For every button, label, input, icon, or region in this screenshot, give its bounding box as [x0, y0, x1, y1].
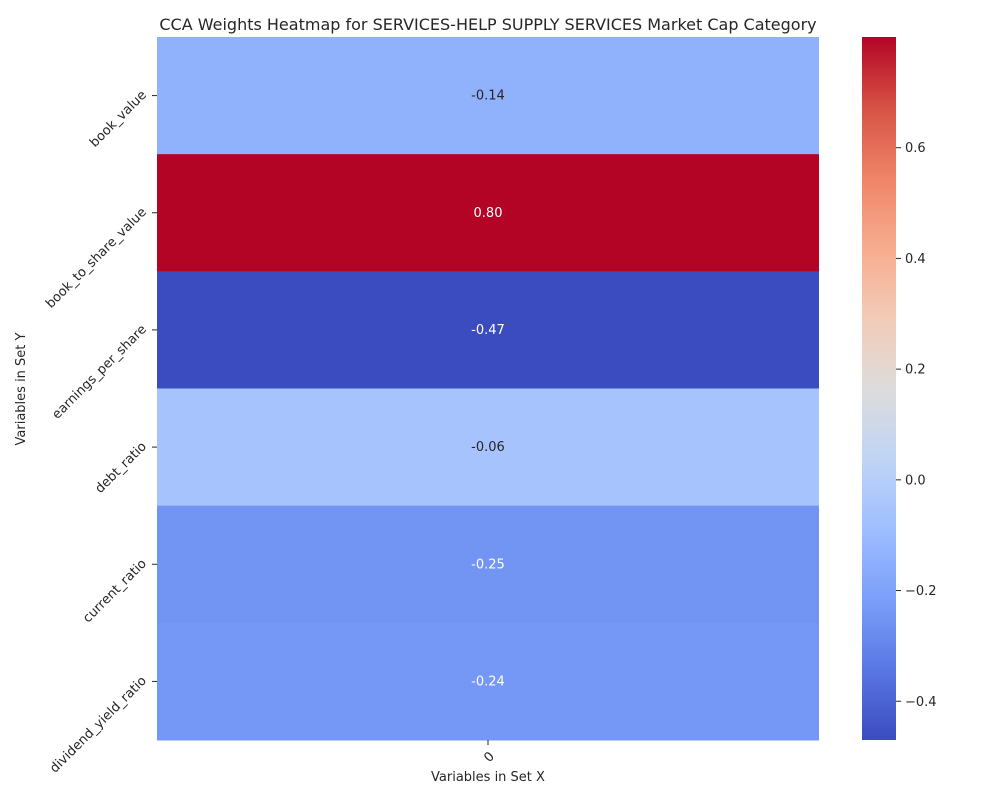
colorbar-tick-label: 0.2 [905, 363, 926, 378]
colorbar-tick-label: −0.4 [905, 695, 937, 710]
colorbar-tick-label: 0.4 [905, 252, 926, 267]
chart-title: CCA Weights Heatmap for SERVICES-HELP SU… [159, 15, 816, 34]
cell-value-label: -0.14 [471, 89, 505, 104]
heatmap-cell [157, 37, 819, 155]
cell-value-label: -0.24 [471, 674, 505, 689]
y-axis-ticks: book_value book_to_share_valueearnings_pe… [43, 88, 157, 776]
y-tick-label: book_to_share_value [43, 205, 150, 312]
cell-value-label: -0.25 [471, 557, 505, 572]
x-axis-ticks: 0 [481, 740, 498, 766]
y-tick-label: earnings_per_share [50, 322, 150, 422]
x-axis-label: Variables in Set X [431, 770, 545, 785]
y-tick-label: current_ratio [80, 556, 150, 626]
colorbar-tick-label: −0.2 [905, 584, 937, 599]
y-tick-label: dividend_yield_ratio [47, 674, 150, 777]
heatmap-cell [157, 271, 819, 389]
heatmap-cell [157, 505, 819, 624]
cell-value-label: 0.80 [474, 206, 503, 221]
heatmap-cell [157, 388, 819, 507]
cell-value-label: -0.47 [471, 323, 505, 338]
x-tick-label: 0 [481, 749, 497, 765]
colorbar-ticks: 0.6 0.4 0.2 0.0 −0.2 −0.4 [896, 141, 937, 710]
cell-value-label: -0.06 [471, 440, 505, 455]
heatmap-cell [157, 622, 819, 741]
colorbar-tick-label: 0.0 [905, 473, 926, 488]
heatmap-cell [157, 154, 819, 272]
y-tick-label: debt_ratio [92, 439, 149, 496]
colorbar [862, 37, 896, 740]
y-tick-label: book_value [87, 88, 150, 151]
y-axis-label: Variables in Set Y [14, 332, 29, 445]
heatmap-cells: -0.14 0.80 -0.47 -0.06 -0.25 -0.24 [157, 37, 819, 741]
colorbar-tick-label: 0.6 [905, 141, 926, 156]
